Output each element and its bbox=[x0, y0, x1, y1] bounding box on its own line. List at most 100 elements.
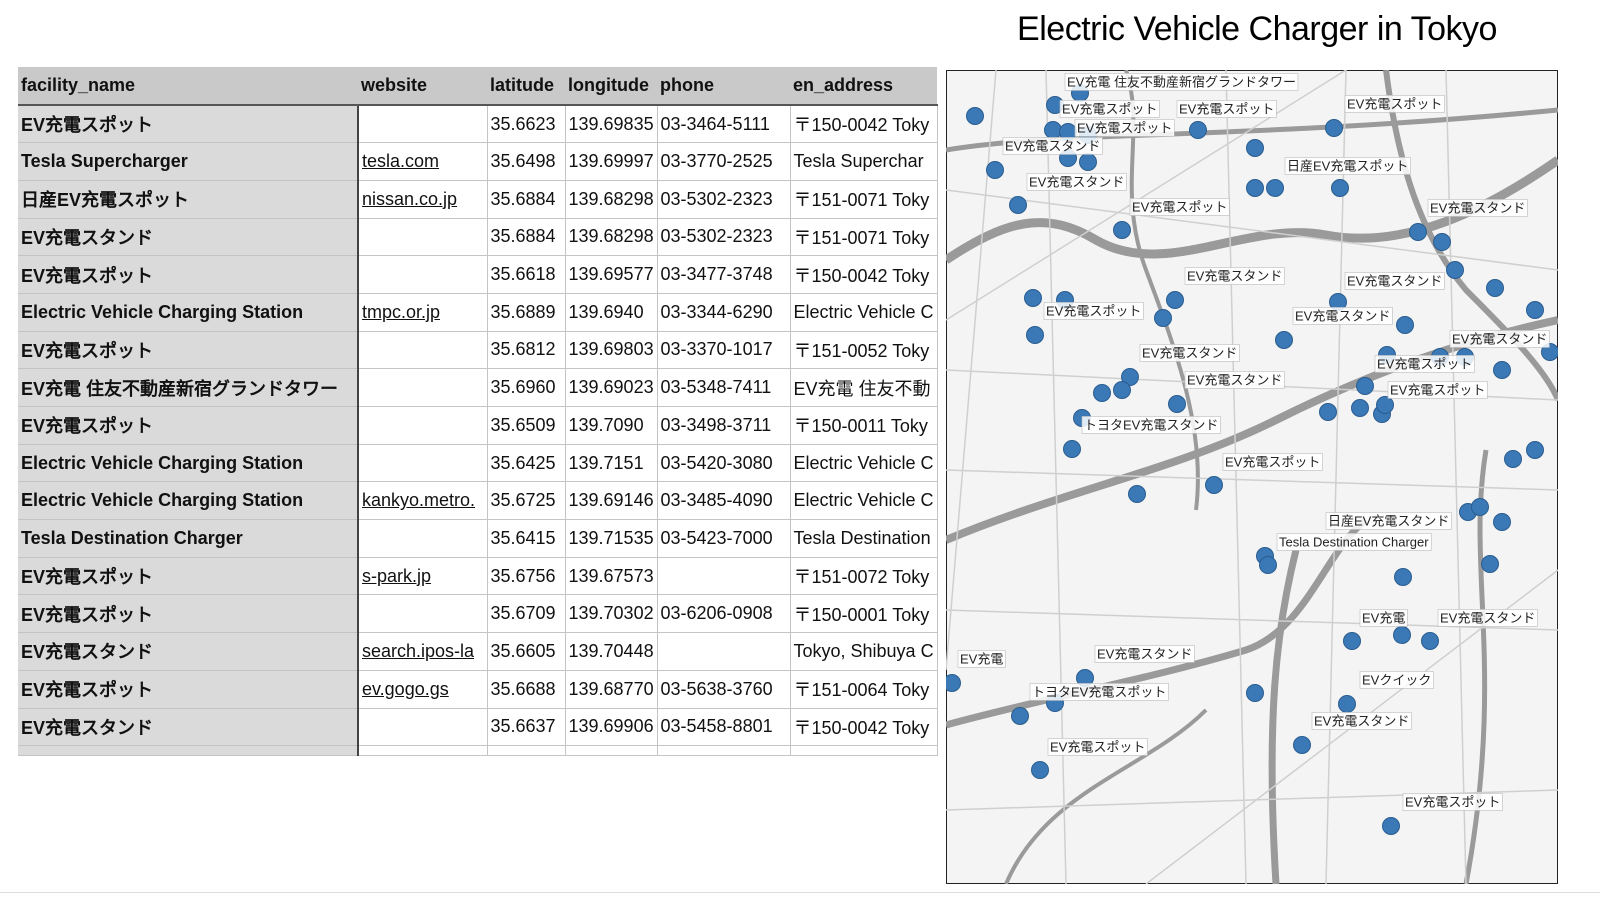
table-row: EV充電スポット 35.6618 139.69577 03-3477-3748 〒150… bbox=[18, 255, 938, 294]
map-label: EV充電スポット bbox=[1059, 100, 1160, 118]
map-marker bbox=[1526, 301, 1544, 319]
map-marker bbox=[946, 674, 961, 692]
map-label: 日産EV充電スタンド bbox=[1325, 512, 1452, 530]
label-text: EV充電スタンド bbox=[1440, 610, 1535, 625]
map-marker bbox=[1481, 555, 1499, 573]
table-cell: EV充電スタンド bbox=[18, 218, 359, 257]
table-cell: 35.6884 bbox=[487, 180, 566, 219]
table-cell bbox=[358, 218, 488, 257]
map-marker bbox=[1351, 399, 1369, 417]
table-cell bbox=[565, 745, 658, 757]
table-cell: EV充電スポット bbox=[18, 594, 359, 634]
table-cell: 139.69803 bbox=[565, 331, 658, 370]
table-cell: Tesla Destination Charger bbox=[18, 519, 359, 558]
table-cell: 139.68298 bbox=[565, 180, 658, 219]
map-label: EV充電スタンド bbox=[1184, 267, 1285, 285]
label-background bbox=[1184, 371, 1285, 389]
table-cell: 03-3344-6290 bbox=[657, 293, 791, 332]
label-background bbox=[1043, 302, 1144, 320]
map-marker bbox=[1026, 326, 1044, 344]
table-cell: 〒151-0071 Toky bbox=[790, 180, 938, 219]
table-cell: 日産EV充電スポット bbox=[18, 180, 359, 219]
table-row: 日産EV充電スポット nissan.co.jp 35.6884 139.68298 03… bbox=[18, 180, 938, 219]
table-row: Electric Vehicle Charging Station kankyo.… bbox=[18, 481, 938, 521]
table-cell: EV充電スポット bbox=[18, 255, 359, 294]
table-cell: 〒150-0042 Toky bbox=[790, 708, 938, 747]
table-cell: 139.69997 bbox=[565, 142, 658, 181]
table-cell: 35.6498 bbox=[487, 142, 566, 181]
label-text: EV充電スポット bbox=[1390, 382, 1485, 397]
map-marker bbox=[1421, 632, 1439, 650]
column-header: longitude bbox=[565, 67, 657, 106]
table-cell bbox=[657, 632, 791, 671]
table-row: Electric Vehicle Charging Station 35.6425… bbox=[18, 444, 938, 483]
table-cell bbox=[657, 745, 791, 757]
map-marker bbox=[1393, 626, 1411, 644]
map-marker bbox=[1009, 196, 1027, 214]
table-cell: 35.6756 bbox=[487, 557, 566, 596]
column-header: latitude bbox=[487, 67, 565, 106]
table-cell: Tesla Destination bbox=[790, 519, 938, 558]
label-text: EV充電スポット bbox=[1050, 739, 1145, 754]
table-cell: 139.7090 bbox=[565, 406, 658, 445]
map-label: EV充電スポット bbox=[1047, 738, 1148, 756]
label-background bbox=[1325, 512, 1452, 530]
table-cell: 03-5423-7000 bbox=[657, 519, 791, 558]
table-cell bbox=[790, 745, 938, 757]
table-cell bbox=[358, 745, 488, 757]
map-label: トヨタEV充電スポット bbox=[1029, 683, 1169, 701]
label-background bbox=[1026, 173, 1127, 191]
map-marker bbox=[1246, 139, 1264, 157]
map-marker bbox=[1325, 119, 1343, 137]
table-cell: 〒150-0011 Toky bbox=[790, 406, 938, 445]
map-label: EV充電 bbox=[1359, 609, 1408, 627]
map-label: EV充電スポット bbox=[1344, 95, 1445, 113]
table-cell: EV充電スポット bbox=[18, 105, 359, 144]
label-background bbox=[1427, 199, 1528, 217]
table-cell: 35.6884 bbox=[487, 218, 566, 257]
map-marker bbox=[1526, 441, 1544, 459]
table-cell: 139.68298 bbox=[565, 218, 658, 257]
table-cell: 139.69023 bbox=[565, 368, 658, 407]
map-marker bbox=[1504, 450, 1522, 468]
map-marker bbox=[1331, 179, 1349, 197]
table-cell bbox=[358, 594, 488, 634]
label-text: EV充電スタンド bbox=[1314, 713, 1409, 728]
map-marker bbox=[1166, 291, 1184, 309]
table-cell bbox=[358, 105, 488, 144]
map-label: EV充電スポット bbox=[1129, 198, 1230, 216]
table-cell: 03-3498-3711 bbox=[657, 406, 791, 445]
map-marker bbox=[1446, 261, 1464, 279]
map-marker bbox=[1031, 761, 1049, 779]
table-cell: 03-5458-8801 bbox=[657, 708, 791, 747]
label-background bbox=[1222, 453, 1323, 471]
label-background bbox=[1292, 307, 1393, 325]
label-background bbox=[1176, 100, 1277, 118]
map-marker bbox=[1189, 121, 1207, 139]
label-background bbox=[1449, 330, 1550, 348]
table-row: EV充電スポット 35.6709 139.70302 03-6206-0908 〒150… bbox=[18, 594, 938, 634]
table-cell: 〒151-0072 Toky bbox=[790, 557, 938, 596]
table-cell bbox=[18, 745, 359, 757]
map-marker bbox=[1246, 684, 1264, 702]
table-cell: 03-3477-3748 bbox=[657, 255, 791, 294]
table-cell: 〒150-0042 Toky bbox=[790, 255, 938, 294]
table-cell: 03-6206-0908 bbox=[657, 594, 791, 634]
map-label: EVクイック bbox=[1359, 671, 1434, 689]
table-cell: 35.6623 bbox=[487, 105, 566, 144]
table-row: EV充電 住友不動産新宿グランドタワー 35.6960 139.69023 03-53… bbox=[18, 368, 938, 407]
column-header: en_address bbox=[790, 67, 937, 106]
table-cell: 〒151-0071 Toky bbox=[790, 218, 938, 257]
table-cell: 03-3485-4090 bbox=[657, 481, 791, 521]
map-marker bbox=[1246, 179, 1264, 197]
table-cell: EV充電スタンド bbox=[18, 708, 359, 747]
map-marker bbox=[1063, 440, 1081, 458]
table-row: Electric Vehicle Charging Station tmpc.or… bbox=[18, 293, 938, 332]
label-text: EV充電スタンド bbox=[1097, 646, 1192, 661]
label-background bbox=[1184, 267, 1285, 285]
label-background bbox=[1129, 198, 1230, 216]
map-marker bbox=[1343, 632, 1361, 650]
map-label: EV充電スタンド bbox=[1094, 645, 1195, 663]
map-marker bbox=[1493, 361, 1511, 379]
label-text: EV充電スポット bbox=[1405, 794, 1500, 809]
